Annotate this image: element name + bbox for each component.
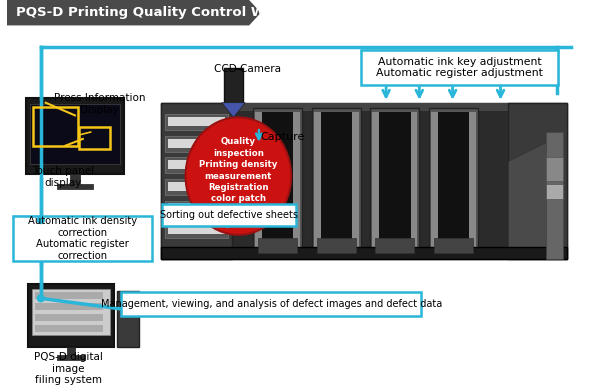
Bar xyxy=(370,107,419,254)
Bar xyxy=(168,203,224,212)
Circle shape xyxy=(37,295,44,302)
Bar xyxy=(58,184,92,189)
Bar xyxy=(58,355,85,360)
Text: PQS-D digital
image
filing system: PQS-D digital image filing system xyxy=(34,352,103,385)
Text: Touch panel
display: Touch panel display xyxy=(32,166,94,188)
Bar xyxy=(165,114,227,130)
Bar xyxy=(508,103,567,259)
Bar xyxy=(165,179,227,195)
Text: PQS-D Printing Quality Control Workflow: PQS-D Printing Quality Control Workflow xyxy=(16,6,322,19)
Bar xyxy=(410,113,418,249)
Bar xyxy=(35,325,103,332)
Text: Management, viewing, and analysis of defect images and defect data: Management, viewing, and analysis of def… xyxy=(101,299,442,309)
Bar xyxy=(545,132,563,259)
Bar xyxy=(161,103,567,259)
FancyBboxPatch shape xyxy=(13,216,152,261)
Bar xyxy=(469,113,476,249)
Text: Automatic ink density
correction
Automatic register
correction: Automatic ink density correction Automat… xyxy=(28,216,137,261)
Bar xyxy=(35,314,103,321)
FancyBboxPatch shape xyxy=(361,50,558,85)
Bar xyxy=(431,113,438,249)
Text: Automatic ink key adjustment
Automatic register adjustment: Automatic ink key adjustment Automatic r… xyxy=(376,57,543,78)
Bar xyxy=(168,182,224,191)
Bar xyxy=(35,292,103,299)
Bar xyxy=(165,136,227,152)
Text: Sorting out defective sheets: Sorting out defective sheets xyxy=(160,210,298,220)
Bar xyxy=(165,201,227,216)
Bar xyxy=(161,103,232,259)
Bar xyxy=(28,284,114,347)
Bar xyxy=(30,104,120,164)
Bar xyxy=(379,113,410,249)
Bar xyxy=(120,296,136,317)
Bar xyxy=(434,238,473,253)
Bar xyxy=(70,174,80,184)
Bar xyxy=(165,158,227,173)
Bar xyxy=(165,222,227,238)
Bar xyxy=(312,107,361,254)
FancyBboxPatch shape xyxy=(121,292,421,316)
Bar xyxy=(79,127,110,149)
Bar xyxy=(314,113,320,249)
Ellipse shape xyxy=(185,117,291,235)
Polygon shape xyxy=(508,142,547,259)
Polygon shape xyxy=(199,117,268,230)
Bar xyxy=(224,69,243,103)
Polygon shape xyxy=(222,103,245,117)
Bar xyxy=(32,289,110,334)
Bar xyxy=(438,113,469,249)
Bar xyxy=(376,238,415,253)
Text: Press Information
Display: Press Information Display xyxy=(53,93,145,114)
Bar xyxy=(429,107,478,254)
Text: Quality
inspection
Printing density
measurement
Registration
color patch
measure: Quality inspection Printing density meas… xyxy=(199,137,278,215)
Bar xyxy=(168,117,224,126)
Bar xyxy=(545,156,563,181)
Bar xyxy=(545,184,563,199)
Text: CCD Camera: CCD Camera xyxy=(214,64,281,74)
Bar xyxy=(67,347,75,355)
Bar xyxy=(262,113,293,249)
Bar xyxy=(258,238,297,253)
Bar xyxy=(168,160,224,169)
Bar xyxy=(161,103,567,111)
Bar xyxy=(320,113,352,249)
Bar xyxy=(168,225,224,234)
Bar xyxy=(33,107,78,146)
Bar xyxy=(317,238,356,253)
FancyBboxPatch shape xyxy=(162,205,296,226)
Bar xyxy=(253,107,302,254)
Bar xyxy=(35,303,103,310)
Bar xyxy=(161,247,567,259)
Bar xyxy=(117,292,139,347)
Polygon shape xyxy=(7,0,261,25)
Bar xyxy=(293,113,300,249)
Text: Capture: Capture xyxy=(261,132,305,142)
Bar xyxy=(373,113,379,249)
Bar xyxy=(26,98,124,174)
Bar xyxy=(168,139,224,148)
Bar xyxy=(352,113,359,249)
Circle shape xyxy=(37,217,44,223)
Bar xyxy=(255,113,262,249)
